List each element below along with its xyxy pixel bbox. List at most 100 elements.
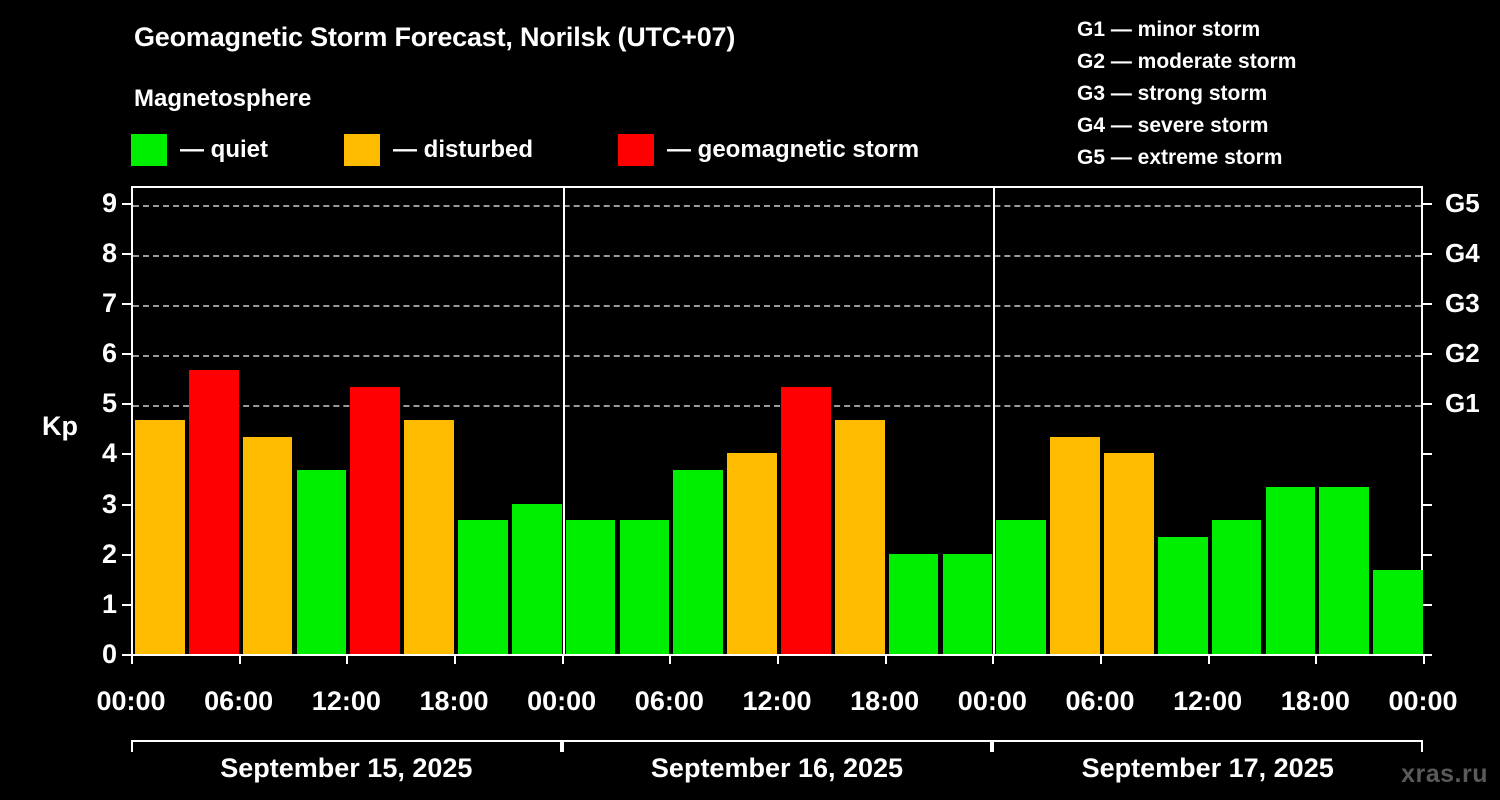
gridline-kp-7: [133, 304, 1421, 307]
g-minor-tick-kp-4: [1423, 453, 1432, 456]
bar-19[interactable]: [1157, 537, 1208, 654]
y-tick-mark-6: [122, 353, 131, 356]
gscale-legend-row-4: G4 — severe storm: [1077, 114, 1269, 137]
day-label-2: September 16, 2025: [650, 753, 904, 783]
bar-10[interactable]: [673, 469, 724, 654]
x-tick-label-3: 18:00: [419, 686, 489, 716]
x-tick-label-4: 00:00: [527, 686, 597, 716]
x-tick-mark-5: [669, 656, 672, 664]
magnetosphere-section-label: Magnetosphere: [134, 85, 312, 112]
x-tick-label-5: 06:00: [634, 686, 704, 716]
bar-1[interactable]: [188, 369, 239, 654]
bar-18[interactable]: [1104, 453, 1154, 654]
x-tick-label-6: 12:00: [742, 686, 812, 716]
g-minor-tick-kp-1: [1423, 603, 1432, 606]
x-tick-label-10: 12:00: [1173, 686, 1243, 716]
g-tick-label-G2: G2: [1445, 338, 1480, 369]
bar-14[interactable]: [888, 553, 939, 654]
y-tick-label-3: 3: [101, 488, 117, 519]
y-tick-label-0: 0: [101, 639, 117, 669]
legend-swatch-geomagnetic-storm: [618, 134, 654, 166]
y-axis-kp: 0 1 2 3 4 5 6 7 8 9: [80, 186, 131, 668]
day-bracket-3: [992, 740, 1423, 752]
legend-label-quiet: — quiet: [180, 136, 268, 163]
legend-label-disturbed: — disturbed: [393, 136, 534, 163]
x-tick-mark-3: [454, 656, 456, 664]
y-tick-label-7: 7: [101, 287, 117, 318]
day-label-1: September 15, 2025: [220, 753, 473, 783]
bar-11[interactable]: [727, 453, 777, 654]
bar-6[interactable]: [458, 520, 508, 654]
y-tick-mark-4: [122, 453, 131, 456]
x-tick-mark-8: [992, 656, 995, 664]
bar-5[interactable]: [404, 419, 454, 654]
y-tick-label-6: 6: [101, 338, 117, 369]
g-tick-mark-G5: [1423, 202, 1432, 205]
x-tick-mark-0: [131, 656, 133, 664]
bar-7[interactable]: [511, 503, 562, 654]
bar-2[interactable]: [242, 436, 293, 654]
g-minor-tick-kp-0: [1423, 654, 1432, 656]
x-tick-mark-10: [1207, 656, 1210, 664]
day-separator-8: [562, 188, 565, 654]
bar-23[interactable]: [1373, 570, 1423, 654]
g-minor-tick-kp-2: [1423, 553, 1432, 556]
gscale-legend-row-1: G1 — minor storm: [1077, 18, 1261, 41]
y-axis-gscale: G1 G2 G3 G4 G5: [1423, 186, 1500, 656]
bar-9[interactable]: [619, 520, 670, 654]
x-tick-label-7: 18:00: [850, 686, 920, 716]
bar-22[interactable]: [1319, 486, 1370, 654]
bar-8[interactable]: [565, 520, 616, 654]
g-tick-label-G1: G1: [1445, 388, 1480, 419]
bar-21[interactable]: [1265, 486, 1316, 654]
y-tick-label-8: 8: [101, 237, 117, 268]
x-tick-label-9: 06:00: [1065, 686, 1135, 716]
x-tick-label-11: 18:00: [1280, 686, 1350, 716]
bar-15[interactable]: [942, 553, 993, 654]
bar-12[interactable]: [781, 386, 831, 654]
bar-4[interactable]: [350, 386, 401, 654]
bar-16[interactable]: [996, 520, 1047, 654]
day-bracket-2: [561, 740, 993, 752]
g-tick-mark-G4: [1423, 252, 1432, 255]
plot-inner: [133, 188, 1423, 654]
bar-3[interactable]: [296, 469, 347, 654]
g-tick-mark-G2: [1423, 353, 1432, 356]
y-tick-label-2: 2: [101, 538, 117, 569]
x-tick-mark-6: [777, 656, 779, 664]
gridline-kp-8: [133, 254, 1421, 257]
x-tick-mark-9: [1100, 656, 1102, 664]
watermark: xras.ru: [1401, 760, 1488, 788]
y-tick-mark-5: [122, 403, 131, 406]
bar-20[interactable]: [1211, 520, 1262, 654]
bar-13[interactable]: [834, 419, 885, 654]
g-tick-mark-G1: [1423, 403, 1432, 406]
g-minor-tick-kp-3: [1423, 503, 1432, 506]
y-tick-label-1: 1: [101, 588, 117, 619]
legend-swatch-quiet: [131, 134, 167, 166]
g-tick-mark-G3: [1423, 302, 1432, 305]
x-tick-label-1: 06:00: [204, 686, 274, 716]
gscale-legend: G1 — minor storm G2 — moderate storm G3 — …: [1077, 14, 1296, 174]
bar-0[interactable]: [135, 419, 185, 654]
y-tick-mark-7: [122, 302, 131, 305]
g-tick-label-G5: G5: [1445, 187, 1480, 218]
gscale-legend-row-2: G2 — moderate storm: [1077, 50, 1297, 73]
page-title: Geomagnetic Storm Forecast, Norilsk (UTC…: [134, 22, 736, 52]
g-tick-label-G3: G3: [1445, 287, 1480, 318]
legend-item-geomagnetic-storm: — geomagnetic storm: [618, 131, 919, 169]
gridline-kp-6: [133, 355, 1421, 358]
x-tick-mark-11: [1315, 656, 1318, 664]
bar-17[interactable]: [1050, 436, 1100, 654]
y-tick-label-9: 9: [101, 187, 117, 218]
x-tick-mark-7: [884, 656, 887, 664]
y-tick-mark-3: [122, 503, 131, 506]
y-tick-mark-0: [122, 654, 131, 656]
y-tick-mark-1: [122, 603, 131, 606]
x-tick-label-12: 00:00: [1388, 686, 1458, 716]
y-tick-mark-8: [122, 252, 131, 255]
y-tick-label-4: 4: [101, 438, 117, 469]
x-tick-mark-1: [238, 656, 241, 664]
y-tick-label-5: 5: [101, 388, 117, 419]
x-tick-label-0: 00:00: [96, 686, 166, 716]
